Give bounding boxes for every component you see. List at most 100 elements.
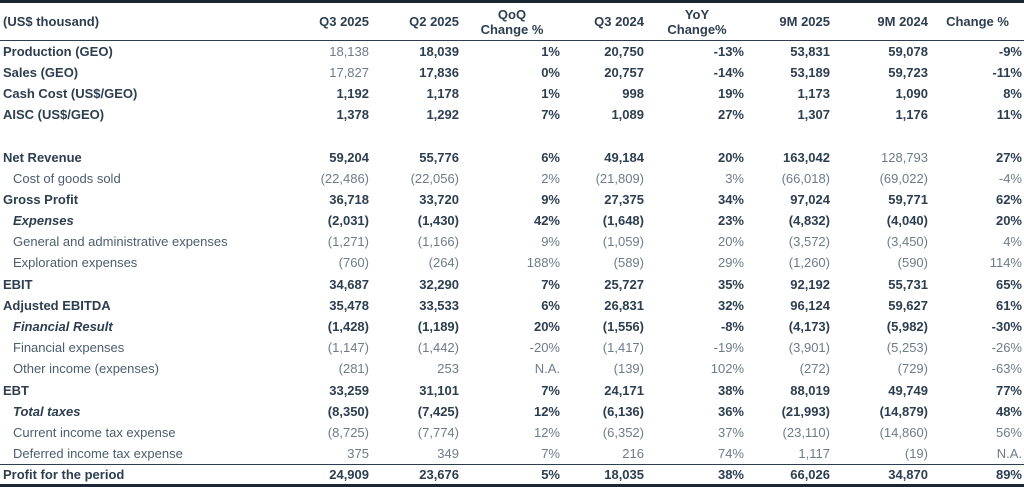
row-label: Financial expenses	[13, 340, 125, 356]
row-value	[931, 125, 1024, 146]
row-value: 29%	[717, 255, 744, 271]
table-row: Financial Result (1,428) (1,189) 20% (1,…	[0, 316, 1024, 337]
row-value: (590)	[897, 255, 928, 271]
row-value: 12%	[533, 424, 560, 440]
row-value: (7,774)	[417, 424, 459, 440]
row-value: 49,184	[604, 149, 644, 165]
row-value: (4,173)	[788, 319, 830, 335]
row-value: 36%	[717, 403, 744, 419]
row-value	[372, 125, 462, 146]
row-value: (1,271)	[327, 234, 369, 250]
row-value: (6,352)	[602, 424, 644, 440]
table-row: Profit for the period 24,909 23,676 5% 1…	[0, 463, 1024, 484]
row-value: 20,750	[604, 43, 644, 59]
row-value: (1,430)	[417, 213, 459, 229]
row-value: 59,771	[888, 191, 928, 207]
row-value: 20,757	[604, 64, 644, 80]
row-value: -20%	[529, 340, 560, 356]
row-value: -8%	[720, 319, 744, 335]
row-value: (4,040)	[886, 213, 928, 229]
header-q3-2025: Q3 2025	[290, 3, 372, 41]
row-label: EBT	[3, 382, 29, 398]
row-value: -63%	[991, 361, 1022, 377]
table-row: Cash Cost (US$/GEO) 1,192 1,178 1% 998 1…	[0, 83, 1024, 104]
row-value: 18,035	[562, 463, 647, 484]
table-row: Net Revenue 59,204 55,776 6% 49,184 20% …	[0, 146, 1024, 167]
row-value: 7%	[541, 107, 560, 123]
row-value: 1,090	[895, 85, 928, 101]
row-value: 253	[437, 361, 459, 377]
row-value: (272)	[799, 361, 830, 377]
row-value	[562, 125, 647, 146]
table-row: Financial expenses (1,147) (1,442) -20% …	[0, 337, 1024, 358]
row-value: 24,909	[290, 463, 372, 484]
row-value	[462, 125, 562, 146]
row-value: 49,749	[888, 382, 928, 398]
row-value: (7,425)	[417, 403, 459, 419]
row-value: 23,676	[372, 463, 462, 484]
row-label: Net Revenue	[3, 149, 82, 165]
row-value: 1%	[541, 85, 560, 101]
row-value: (1,059)	[602, 234, 644, 250]
row-value: 188%	[526, 255, 560, 271]
row-label: Exploration expenses	[13, 255, 138, 271]
row-value: -14%	[713, 64, 744, 80]
row-value: 20%	[717, 149, 744, 165]
row-label: Expenses	[13, 213, 74, 229]
row-value: 216	[622, 445, 644, 461]
row-value: 55,731	[888, 276, 928, 292]
row-value: 375	[347, 445, 369, 461]
table-row: Sales (GEO) 17,827 17,836 0% 20,757 -14%…	[0, 62, 1024, 83]
row-value: 34,870	[833, 463, 931, 484]
row-value: (3,450)	[886, 234, 928, 250]
row-value: 7%	[541, 382, 560, 398]
row-value: 18,138	[329, 43, 369, 59]
row-value: 6%	[541, 297, 560, 313]
row-label: Current income tax expense	[13, 424, 176, 440]
row-value: 6%	[541, 149, 560, 165]
header-unit-label: (US$ thousand)	[0, 3, 290, 41]
row-value: (22,486)	[320, 170, 369, 186]
row-value: 27%	[717, 107, 744, 123]
row-value: (1,648)	[602, 213, 644, 229]
table-header: (US$ thousand) Q3 2025 Q2 2025 QoQ Chang…	[0, 3, 1024, 41]
row-value: 31,101	[419, 382, 459, 398]
row-value: 7%	[541, 276, 560, 292]
row-value: 33,533	[419, 297, 459, 313]
header-q3-2024: Q3 2024	[562, 3, 647, 41]
row-value: 34%	[717, 191, 744, 207]
header-yoy-line2: Change%	[667, 21, 727, 37]
row-value: 27,375	[604, 191, 644, 207]
table-body: Production (GEO) 18,138 18,039 1% 20,750…	[0, 41, 1024, 484]
row-value	[290, 125, 372, 146]
row-value: 17,836	[419, 64, 459, 80]
row-value: (3,572)	[788, 234, 830, 250]
row-value	[833, 125, 931, 146]
row-label: Cash Cost (US$/GEO)	[3, 85, 138, 101]
row-value: (264)	[428, 255, 459, 271]
row-value: 1,192	[336, 85, 369, 101]
row-value: 18,039	[419, 43, 459, 59]
row-value: (21,809)	[595, 170, 644, 186]
row-value: 20%	[717, 234, 744, 250]
row-value: 59,204	[329, 149, 369, 165]
row-label: Deferred income tax expense	[13, 445, 183, 461]
row-value: 17,827	[329, 64, 369, 80]
row-value: 1,173	[797, 85, 830, 101]
row-value: 89%	[931, 463, 1024, 484]
row-value: 59,078	[888, 43, 928, 59]
header-q2-2025: Q2 2025	[372, 3, 462, 41]
row-value: (23,110)	[782, 424, 830, 440]
row-value: (1,189)	[417, 319, 459, 335]
table-row: Cost of goods sold (22,486) (22,056) 2% …	[0, 168, 1024, 189]
row-value: 1%	[541, 43, 560, 59]
row-label: Adjusted EBITDA	[3, 297, 111, 313]
row-value: 128,793	[881, 149, 928, 165]
header-qoq-line1: QoQ	[497, 6, 527, 22]
row-value: 1,089	[611, 107, 644, 123]
row-value: (1,428)	[327, 319, 369, 335]
row-label: Profit for the period	[0, 463, 290, 484]
row-value: 19%	[717, 85, 744, 101]
row-value: (8,725)	[327, 424, 369, 440]
